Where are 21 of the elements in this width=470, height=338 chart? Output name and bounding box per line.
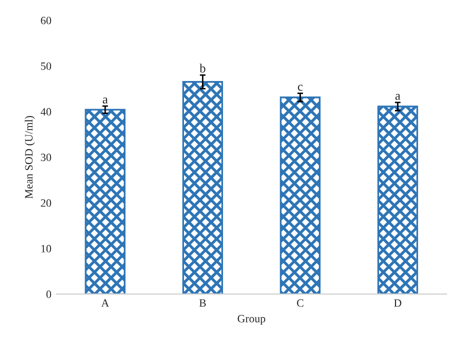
x-tick-label: A (101, 299, 110, 307)
annotation: a (102, 98, 108, 104)
annotation: a (395, 94, 400, 100)
y-tick-label: 30 (40, 154, 52, 162)
y-tick-label: 40 (40, 108, 52, 116)
y-axis-title: Mean SOD (U/ml) (24, 116, 35, 199)
x-tick-label: D (394, 299, 402, 307)
y-tick-label: 60 (40, 16, 52, 24)
bar (182, 81, 224, 294)
bar (377, 106, 418, 294)
y-tick-label: 50 (41, 62, 52, 70)
bar (280, 96, 321, 294)
y-tick-label: 0 (46, 290, 52, 298)
annotation: b (200, 64, 206, 72)
x-axis-title: Group (238, 314, 266, 325)
annotation: c (298, 84, 303, 91)
x-tick-label: C (296, 299, 304, 307)
y-tick-label: 20 (40, 199, 52, 207)
y-tick-label: 10 (41, 244, 52, 252)
x-tick-label: B (199, 299, 206, 307)
bar (84, 108, 126, 294)
